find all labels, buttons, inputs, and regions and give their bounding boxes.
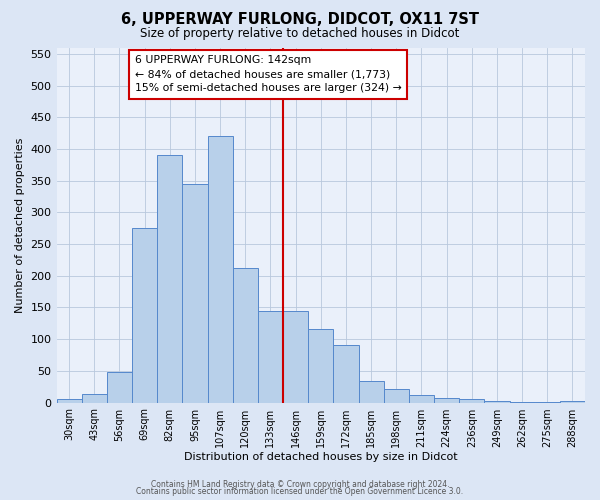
- Bar: [82, 394, 107, 402]
- Y-axis label: Number of detached properties: Number of detached properties: [15, 138, 25, 312]
- Text: 6 UPPERWAY FURLONG: 142sqm
← 84% of detached houses are smaller (1,773)
15% of s: 6 UPPERWAY FURLONG: 142sqm ← 84% of deta…: [134, 55, 401, 93]
- Bar: [560, 400, 585, 402]
- Bar: [182, 184, 208, 402]
- Bar: [459, 400, 484, 402]
- Bar: [258, 312, 283, 402]
- Bar: [233, 268, 258, 402]
- Bar: [383, 390, 409, 402]
- Text: Contains HM Land Registry data © Crown copyright and database right 2024.: Contains HM Land Registry data © Crown c…: [151, 480, 449, 489]
- Text: 6, UPPERWAY FURLONG, DIDCOT, OX11 7ST: 6, UPPERWAY FURLONG, DIDCOT, OX11 7ST: [121, 12, 479, 28]
- Bar: [157, 156, 182, 402]
- X-axis label: Distribution of detached houses by size in Didcot: Distribution of detached houses by size …: [184, 452, 458, 462]
- Bar: [283, 312, 308, 402]
- Bar: [308, 329, 334, 402]
- Bar: [107, 372, 132, 402]
- Bar: [208, 136, 233, 402]
- Bar: [434, 398, 459, 402]
- Text: Size of property relative to detached houses in Didcot: Size of property relative to detached ho…: [140, 28, 460, 40]
- Bar: [334, 345, 359, 403]
- Bar: [56, 400, 82, 402]
- Bar: [359, 381, 383, 402]
- Bar: [132, 228, 157, 402]
- Text: Contains public sector information licensed under the Open Government Licence 3.: Contains public sector information licen…: [136, 488, 464, 496]
- Bar: [409, 395, 434, 402]
